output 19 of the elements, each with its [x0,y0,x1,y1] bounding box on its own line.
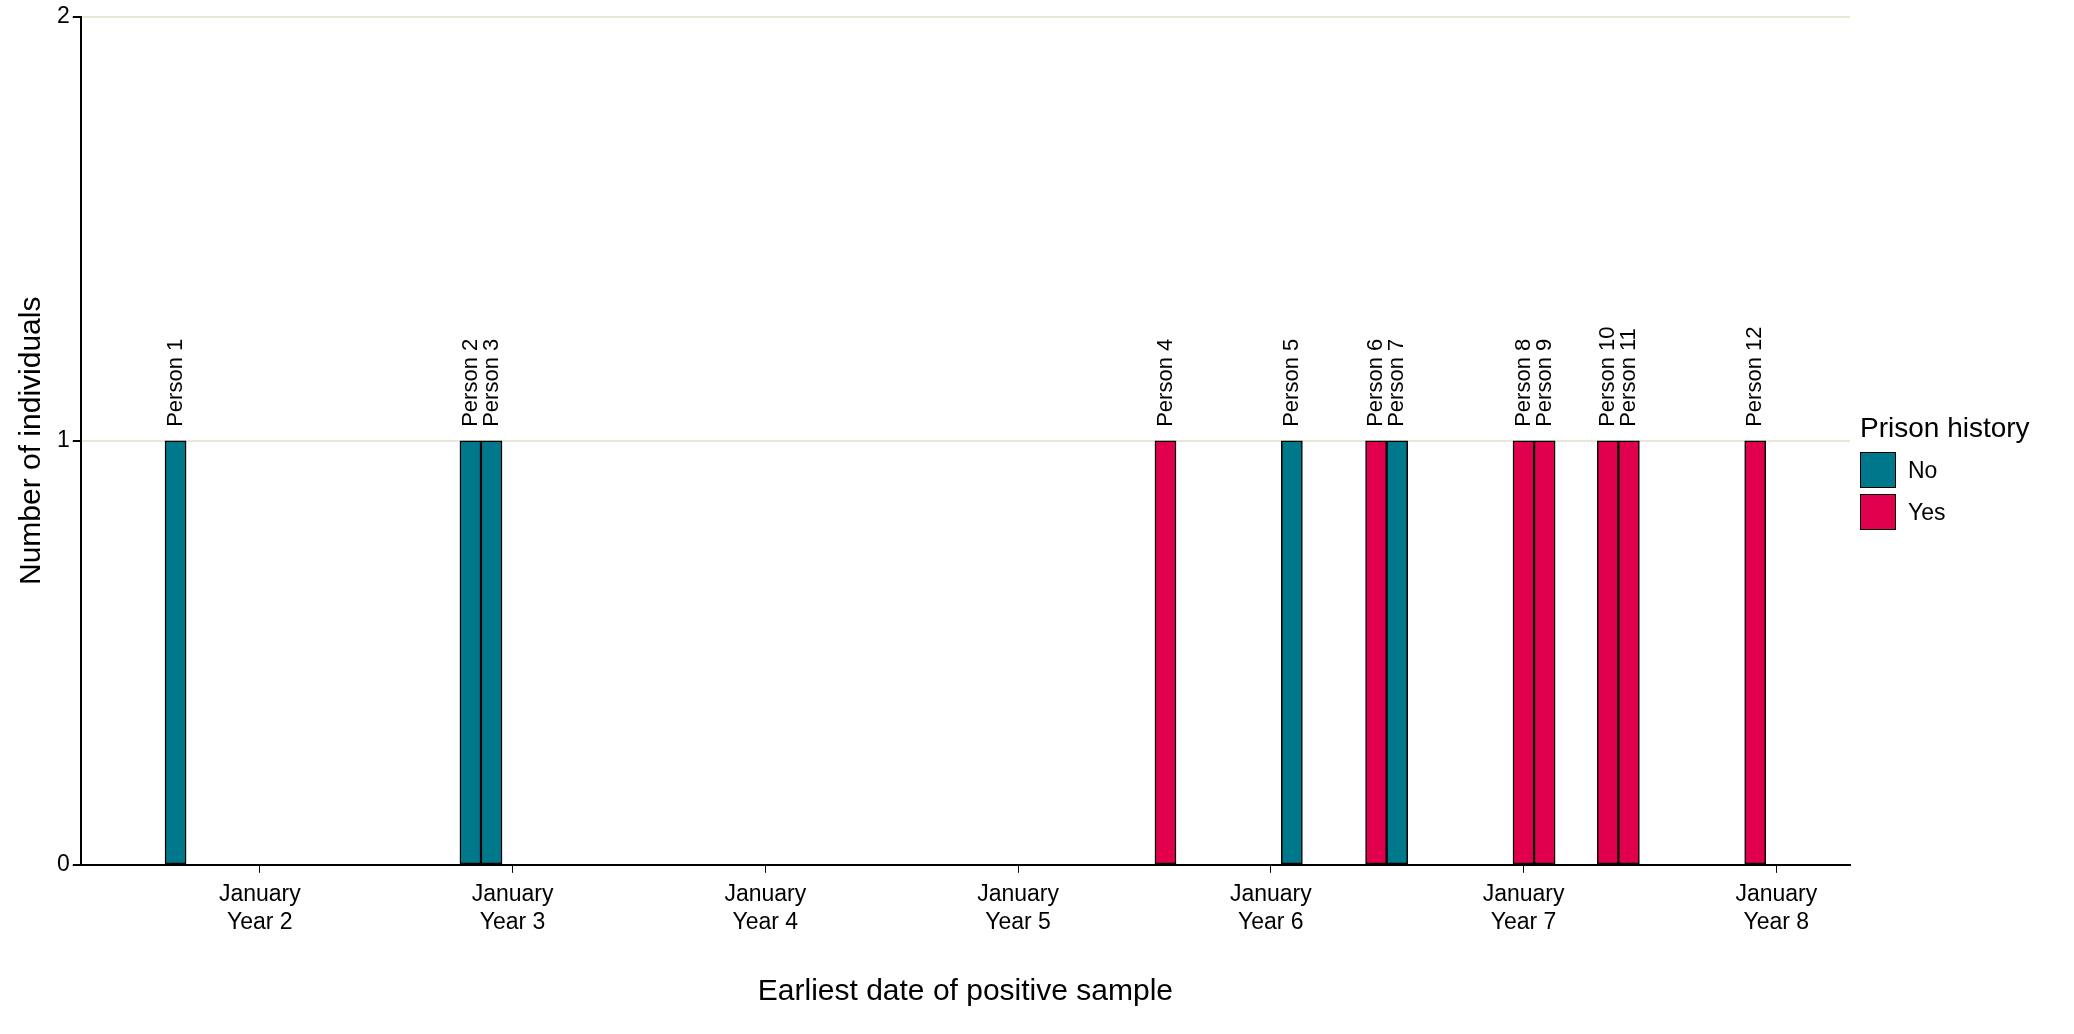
x-axis-title: Earliest date of positive sample [757,973,1174,1007]
x-tick-label: January Year 5 [977,879,1060,934]
data-label: Person 1 [161,338,187,427]
y-axis-title: Number of individuals [13,296,47,586]
y-tick-label: 1 [56,426,70,453]
x-tick-label: January Year 6 [1229,879,1313,934]
legend-title: Prison history [1860,412,2031,444]
x-tick-label: January Year 7 [1482,879,1565,934]
data-label: Person 12 [1741,326,1767,427]
legend-label: Yes [1908,498,1946,526]
x-tick-label: January Year 3 [471,879,554,934]
x-tick-label: January Year 2 [218,879,302,934]
x-tick-label: January Year 8 [1735,879,1818,934]
data-label: Person 4 [1151,338,1177,427]
y-tick-label: 2 [56,2,70,29]
x-tick-label: January Year 4 [724,879,807,934]
legend-label: No [1908,456,1938,484]
data-label: Person 5 [1277,338,1303,427]
y-tick-label: 0 [56,850,70,877]
